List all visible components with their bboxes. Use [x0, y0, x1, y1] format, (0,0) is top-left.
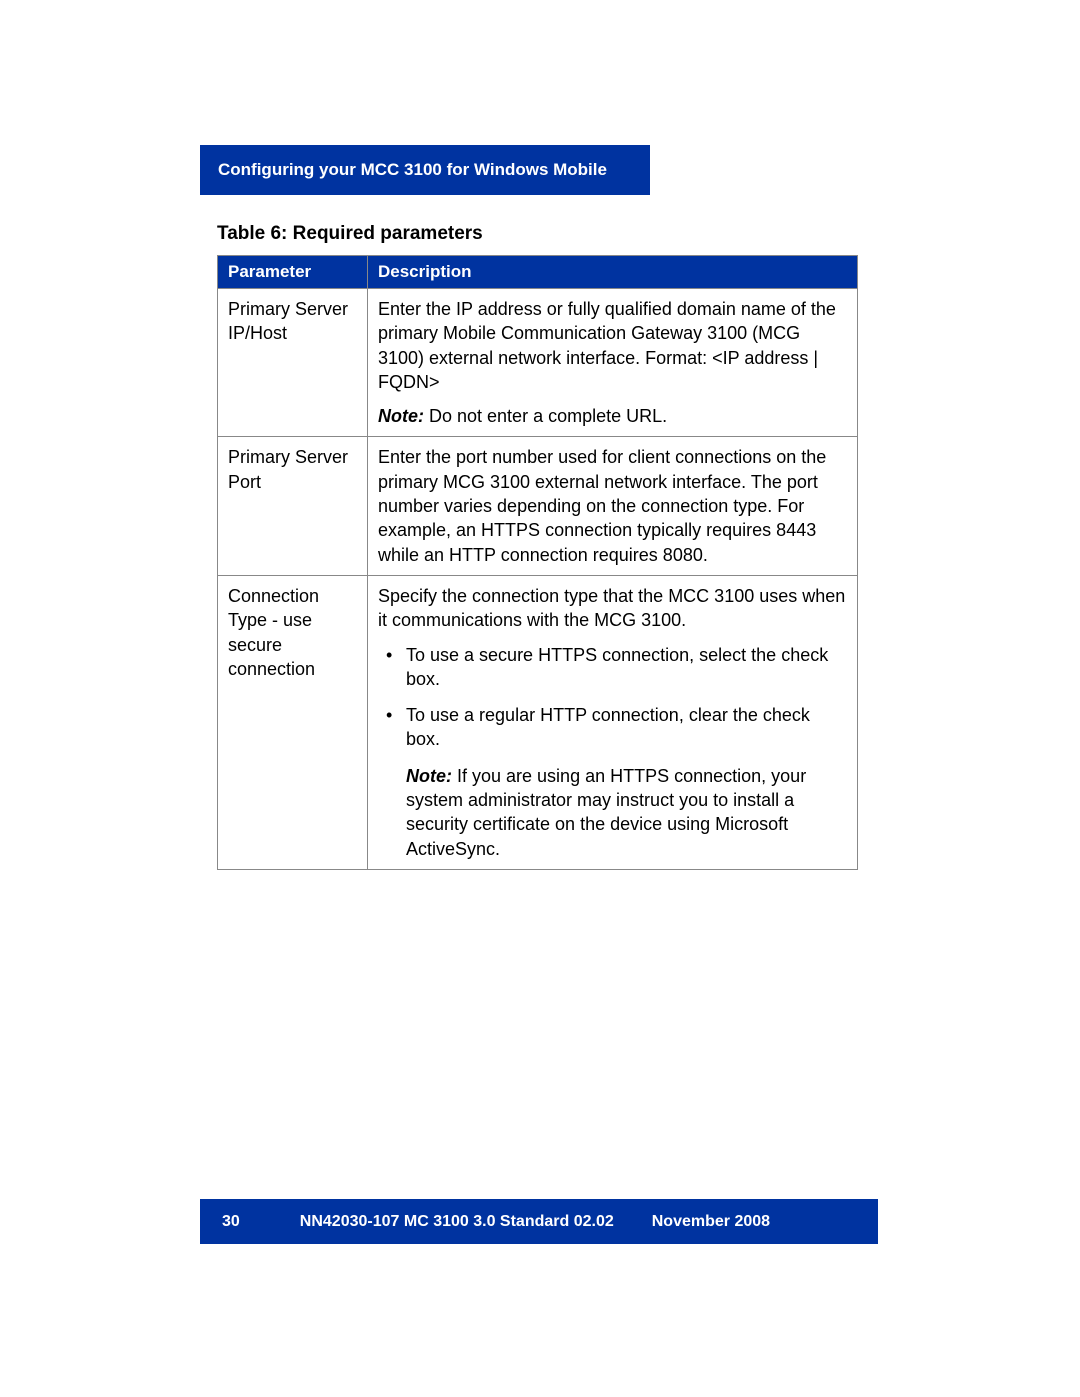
col-header-parameter: Parameter [218, 256, 368, 289]
desc-cell: Enter the IP address or fully qualified … [368, 289, 858, 437]
table-caption: Table 6: Required parameters [217, 223, 483, 245]
note-text: Note: Do not enter a complete URL. [378, 404, 847, 428]
footer-date: November 2008 [652, 1213, 770, 1231]
table-header-row: Parameter Description [218, 256, 858, 289]
page-header-title: Configuring your MCC 3100 for Windows Mo… [218, 160, 607, 180]
note-text: Note: If you are using an HTTPS connecti… [378, 764, 847, 861]
desc-cell: Specify the connection type that the MCC… [368, 575, 858, 869]
note-label: Note: [406, 766, 452, 786]
footer-page-number: 30 [222, 1213, 240, 1231]
table-row: Primary Server Port Enter the port numbe… [218, 437, 858, 575]
param-cell: Primary Server IP/Host [218, 289, 368, 437]
footer-doc-id: NN42030-107 MC 3100 3.0 Standard 02.02 [300, 1213, 614, 1231]
note-body: If you are using an HTTPS connection, yo… [406, 766, 806, 859]
note-label: Note: [378, 406, 424, 426]
page-header-bar: Configuring your MCC 3100 for Windows Mo… [200, 145, 650, 195]
table-row: Connection Type - use secure connection … [218, 575, 858, 869]
table-row: Primary Server IP/Host Enter the IP addr… [218, 289, 858, 437]
note-body: Do not enter a complete URL. [424, 406, 667, 426]
bullet-list: To use a secure HTTPS connection, select… [378, 643, 847, 752]
desc-cell: Enter the port number used for client co… [368, 437, 858, 575]
required-parameters-table: Parameter Description Primary Server IP/… [217, 255, 858, 870]
param-cell: Connection Type - use secure connection [218, 575, 368, 869]
param-cell: Primary Server Port [218, 437, 368, 575]
col-header-description: Description [368, 256, 858, 289]
desc-text: Enter the port number used for client co… [378, 445, 847, 566]
list-item: To use a secure HTTPS connection, select… [378, 643, 847, 692]
list-item: To use a regular HTTP connection, clear … [378, 703, 847, 752]
page-footer-bar: 30 NN42030-107 MC 3100 3.0 Standard 02.0… [200, 1199, 878, 1244]
desc-text: Specify the connection type that the MCC… [378, 584, 847, 633]
desc-text: Enter the IP address or fully qualified … [378, 297, 847, 394]
